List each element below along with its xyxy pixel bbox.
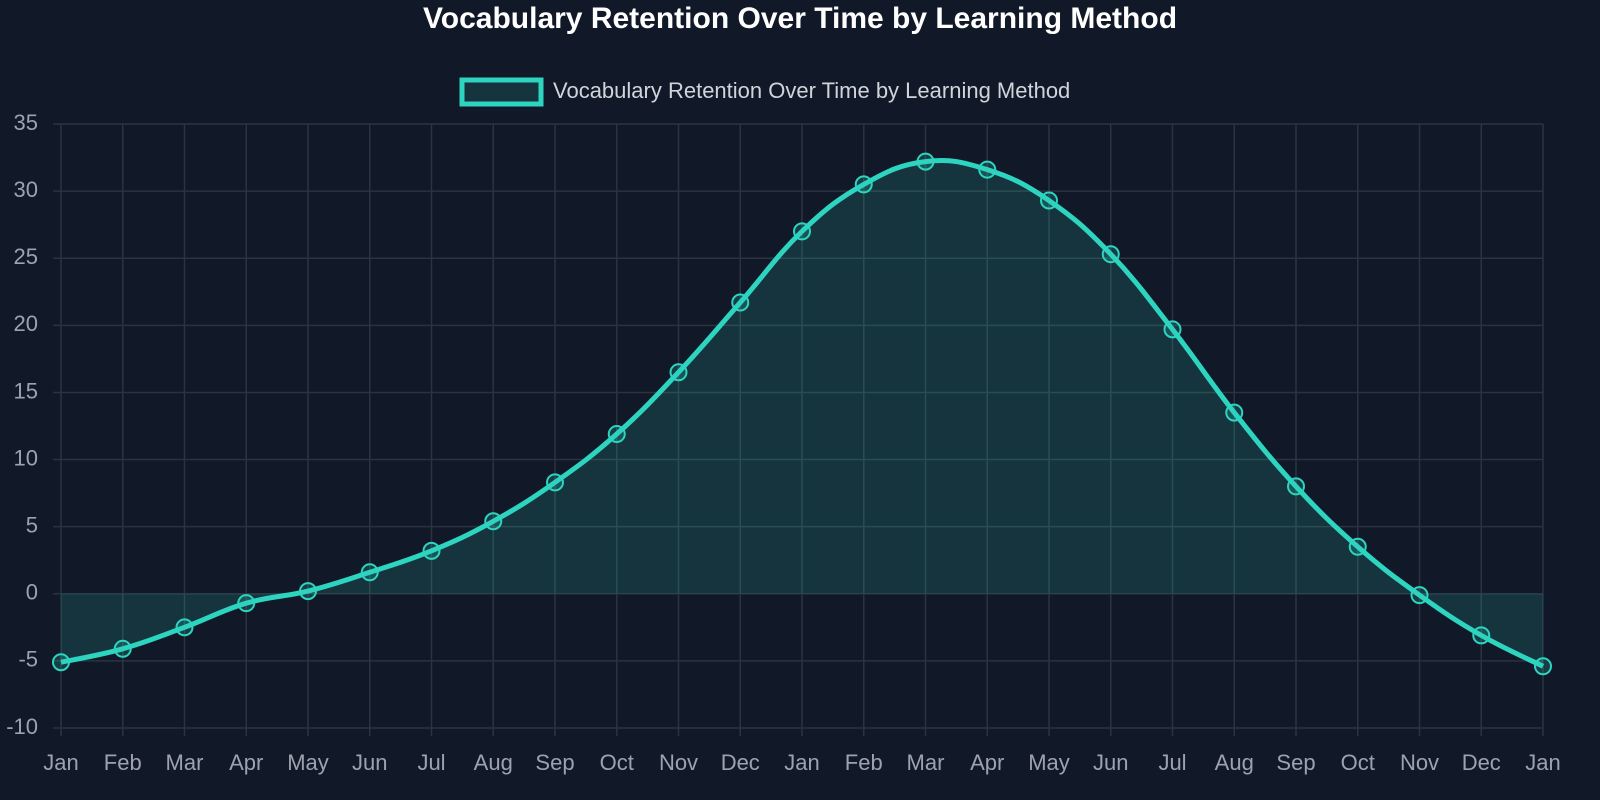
- y-tick-label: 25: [14, 244, 38, 269]
- point: [175, 618, 194, 637]
- x-tick-label: Jan: [1525, 750, 1560, 775]
- point: [237, 594, 256, 613]
- x-tick-label: Jun: [1093, 750, 1128, 775]
- x-tick-label: Mar: [166, 750, 204, 775]
- point: [1348, 537, 1367, 556]
- point: [607, 425, 626, 444]
- legend-swatch: [459, 77, 544, 107]
- x-tick-label: Jun: [352, 750, 387, 775]
- x-tick-label: Apr: [970, 750, 1004, 775]
- point: [793, 222, 811, 241]
- y-tick-label: 5: [26, 512, 38, 537]
- point: [1287, 477, 1305, 496]
- y-tick-label: 20: [14, 311, 38, 336]
- point: [113, 639, 132, 658]
- line: [60, 158, 1545, 669]
- x-tick-label: Nov: [659, 750, 698, 775]
- point: [731, 293, 750, 312]
- point: [1410, 586, 1429, 605]
- x-tick-label: Mar: [907, 750, 945, 775]
- x-tick-label: Dec: [1462, 750, 1501, 775]
- x-tick-label: Dec: [721, 750, 760, 775]
- x-tick-label: Oct: [600, 750, 634, 775]
- legend-label: Vocabulary Retention Over Time by Learni…: [553, 78, 1070, 103]
- y-tick-label: 10: [14, 445, 38, 470]
- x-tick-label: Aug: [474, 750, 513, 775]
- x-tick-label: Sep: [535, 750, 574, 775]
- x-tick-label: Aug: [1215, 750, 1254, 775]
- x-tick-label: May: [1028, 750, 1070, 775]
- point: [52, 653, 70, 672]
- x-tick-label: Feb: [104, 750, 142, 775]
- x-tick-label: Feb: [845, 750, 883, 775]
- point: [1163, 320, 1182, 339]
- x-tick-label: May: [287, 750, 329, 775]
- point: [299, 582, 317, 601]
- point: [546, 473, 564, 492]
- point: [854, 175, 873, 194]
- point: [978, 160, 997, 179]
- point: [422, 541, 441, 560]
- point: [1101, 245, 1120, 264]
- point: [1534, 657, 1552, 676]
- x-tick-label: Jul: [417, 750, 445, 775]
- x-tick-label: Jan: [43, 750, 78, 775]
- x-tick-label: Jul: [1158, 750, 1186, 775]
- point: [916, 152, 935, 171]
- y-tick-label: -10: [6, 714, 38, 739]
- y-tick-label: -5: [18, 647, 38, 672]
- x-tick-label: Jan: [784, 750, 819, 775]
- x-tick-label: Nov: [1400, 750, 1439, 775]
- point: [1472, 626, 1491, 645]
- point: [360, 563, 379, 582]
- y-tick-label: 15: [14, 378, 38, 403]
- y-tick-label: 30: [14, 177, 38, 202]
- y-tick-label: 0: [26, 580, 38, 605]
- point: [484, 512, 503, 531]
- x-tick-label: Sep: [1276, 750, 1315, 775]
- chart-title: Vocabulary Retention Over Time by Learni…: [423, 2, 1177, 35]
- x-tick-label: Apr: [229, 750, 263, 775]
- area-fill: [61, 160, 1543, 667]
- y-tick-label: 35: [14, 110, 38, 135]
- x-tick-label: Oct: [1341, 750, 1375, 775]
- point: [1040, 191, 1058, 210]
- point: [1225, 403, 1244, 422]
- point: [669, 363, 688, 382]
